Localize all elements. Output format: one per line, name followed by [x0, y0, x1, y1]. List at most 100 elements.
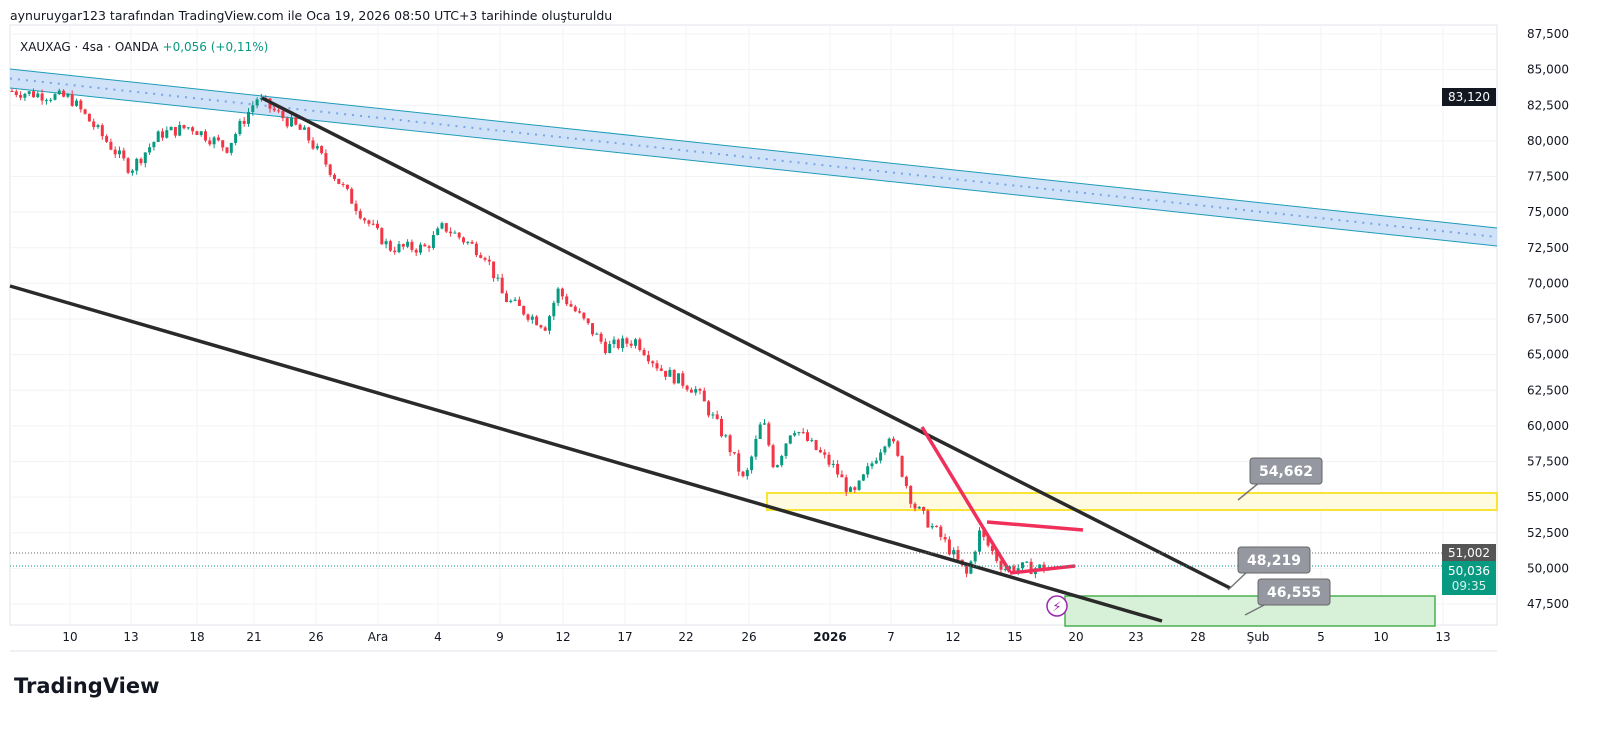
candle-body	[204, 131, 207, 141]
candle-body	[105, 136, 109, 142]
prev-price-label: 51,002	[1448, 546, 1490, 560]
x-tick-label: 12	[555, 630, 570, 644]
candle-body	[672, 369, 676, 384]
candle-body	[956, 550, 960, 560]
candle-body	[612, 339, 616, 345]
candle-body	[474, 243, 478, 256]
y-tick-label: 85,000	[1527, 63, 1569, 77]
candle-body	[492, 261, 496, 279]
candle-body	[870, 463, 874, 467]
candle-body	[582, 312, 586, 319]
candle-body	[973, 551, 977, 562]
x-tick-label: 13	[123, 630, 138, 644]
callout-label: 46,555	[1267, 585, 1321, 601]
candle-body	[788, 435, 792, 444]
candle-body	[457, 232, 461, 238]
candle-body	[32, 91, 35, 98]
candle-body	[44, 100, 48, 102]
candle-body	[49, 99, 53, 101]
candle-body	[569, 304, 573, 307]
candle-body	[487, 259, 491, 262]
candle-body	[724, 435, 728, 437]
candle-body	[509, 300, 513, 302]
x-tick-label: 26	[308, 630, 323, 644]
candle-body	[191, 127, 195, 132]
candle-body	[388, 241, 392, 251]
callout-pointer	[1237, 481, 1261, 501]
candle-body	[840, 474, 844, 478]
candle-body	[685, 385, 689, 390]
candle-body	[930, 525, 934, 528]
x-tick-label: 17	[617, 630, 632, 644]
candle-body	[62, 90, 66, 97]
candle-body	[655, 363, 659, 369]
candle-body	[896, 441, 900, 456]
candle-body	[823, 452, 827, 455]
candle-body	[943, 537, 947, 540]
candle-body	[341, 183, 345, 185]
flash-event-glyph: ⚡	[1052, 600, 1061, 615]
candle-body	[165, 130, 169, 138]
candle-body	[109, 141, 113, 150]
candle-body	[376, 223, 379, 229]
candle-body	[629, 343, 633, 346]
candle-body	[887, 438, 891, 447]
candle-body	[234, 134, 238, 143]
high-price-tag	[1442, 88, 1496, 106]
candle-body	[818, 449, 822, 453]
candle-body	[195, 131, 199, 136]
candle-body	[866, 466, 870, 475]
candle-body	[298, 124, 302, 130]
candle-body	[526, 314, 530, 320]
candle-body	[311, 140, 315, 149]
x-tick-label: 5	[1317, 630, 1325, 644]
candle-body	[182, 124, 186, 129]
candle-body	[814, 440, 818, 450]
candle-body	[857, 480, 861, 490]
logo-text: TradingView	[14, 674, 160, 698]
price-callout	[1249, 457, 1323, 485]
candle-body	[737, 453, 741, 472]
candle-body	[143, 152, 147, 164]
candle-body	[96, 125, 100, 128]
candle-body	[530, 316, 534, 320]
red-flag-lower	[1009, 564, 1076, 575]
candle-body	[707, 401, 711, 416]
x-tick-label: 7	[887, 630, 895, 644]
x-tick-label: 10	[62, 630, 77, 644]
candle-body	[621, 338, 625, 349]
candle-body	[479, 255, 483, 258]
candle-body	[285, 118, 289, 127]
x-tick-label: Şub	[1247, 630, 1270, 644]
candle-body	[793, 433, 797, 436]
candle-body	[152, 141, 156, 148]
y-tick-label: 75,000	[1527, 205, 1569, 219]
candle-body	[995, 551, 999, 561]
candle-body	[419, 244, 422, 253]
candle-body	[922, 506, 926, 511]
candle-body	[978, 530, 981, 552]
candle-body	[57, 90, 61, 95]
y-tick-label: 65,000	[1527, 348, 1569, 362]
red-flag-upper	[986, 520, 1084, 532]
candle-body	[122, 150, 126, 159]
candle-body	[100, 125, 104, 137]
candle-body	[904, 476, 908, 487]
y-tick-label: 57,500	[1527, 455, 1569, 469]
tradingview-logo[interactable]: TradingView	[14, 674, 159, 698]
falling-wedge-lower	[9, 284, 1163, 623]
candle-body	[711, 414, 715, 416]
candle-body	[10, 91, 14, 92]
candle-body	[638, 339, 642, 351]
candle-body	[522, 305, 526, 315]
candle-body	[939, 526, 943, 538]
candle-body	[952, 550, 956, 555]
candle-body	[586, 318, 590, 324]
x-tick-label: Ara	[368, 630, 389, 644]
candle-body	[900, 455, 904, 477]
candle-body	[410, 241, 414, 250]
candle-body	[535, 316, 539, 326]
channel-fill	[10, 69, 1497, 246]
candle-body	[247, 111, 250, 124]
